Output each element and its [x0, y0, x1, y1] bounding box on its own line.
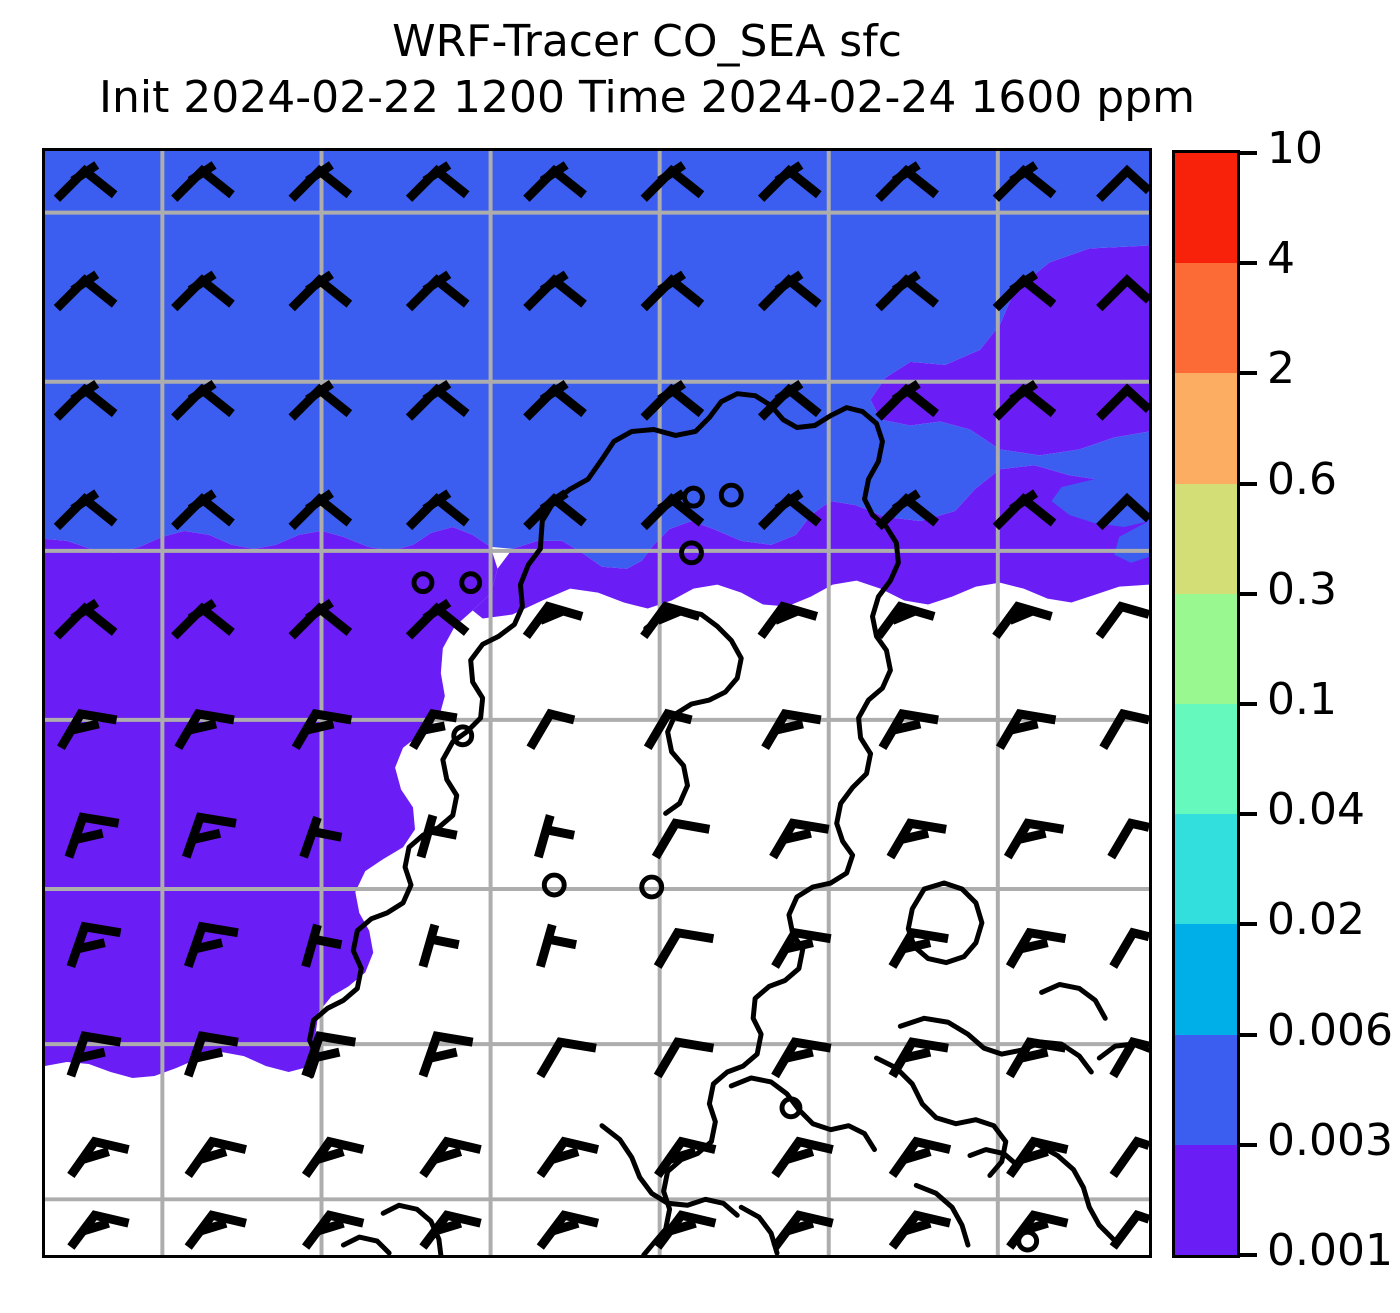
- colorbar: [1172, 150, 1240, 1258]
- colorbar-band-0.3-0.6: [1175, 483, 1237, 594]
- colorbar-tick-labels: 10 4 2 0.6 0.3 0.1 0.04 0.02 0.006 0.003 0.001: [1240, 127, 1400, 1273]
- tick-mark: [1240, 261, 1257, 266]
- wind-barb-layer: [45, 151, 1149, 1255]
- tick-mark: [1240, 481, 1257, 486]
- colorbar-band-0.003-0.006: [1175, 1034, 1237, 1145]
- contour-region-violet-northeast: [472, 245, 1149, 619]
- tick-label: 0.001: [1267, 1225, 1393, 1276]
- map-plot-area: [42, 148, 1152, 1258]
- tick-mark: [1240, 371, 1257, 376]
- page-title: WRF-Tracer CO_SEA sfc Init 2024-02-22 12…: [0, 14, 1294, 127]
- tick-mark: [1240, 1032, 1257, 1037]
- tick-label: 0.1: [1267, 674, 1337, 725]
- tick-label: 0.003: [1267, 1114, 1393, 1166]
- tick-label: 4: [1267, 233, 1295, 285]
- colorbar-band-4-10: [1175, 153, 1237, 264]
- tick-label: 0.006: [1267, 1004, 1393, 1056]
- tick-label: 0.02: [1267, 894, 1365, 946]
- tick-mark: [1240, 922, 1257, 927]
- colorbar-band-0.6-2: [1175, 373, 1237, 484]
- tick-label: 0.3: [1267, 563, 1337, 615]
- tick-label: 2: [1267, 343, 1295, 395]
- colorbar-band-0.04-0.1: [1175, 703, 1237, 815]
- tick-mark: [1240, 702, 1257, 706]
- contour-patch-blue-east: [1051, 475, 1149, 527]
- tick-mark: [1240, 812, 1257, 817]
- title-line-1: WRF-Tracer CO_SEA sfc: [392, 16, 902, 67]
- colorbar-band-0.1-0.3: [1175, 593, 1237, 704]
- tick-label: 10: [1267, 123, 1323, 174]
- colorbar-band-0.006-0.02: [1175, 924, 1237, 1035]
- tick-mark: [1240, 1253, 1257, 1257]
- title-line-2: Init 2024-02-22 1200 Time 2024-02-24 160…: [98, 72, 1196, 124]
- colorbar-band-0.02-0.04: [1175, 814, 1237, 925]
- contour-region-violet-west: [45, 526, 498, 1078]
- colorbar-band-0.001-0.003: [1175, 1144, 1237, 1255]
- tick-mark: [1240, 1142, 1257, 1147]
- colorbar-band-2-4: [1175, 263, 1237, 374]
- tick-label: 0.04: [1267, 784, 1365, 836]
- tick-label: 0.6: [1267, 453, 1337, 505]
- tick-mark: [1240, 591, 1257, 596]
- tick-mark: [1240, 151, 1257, 155]
